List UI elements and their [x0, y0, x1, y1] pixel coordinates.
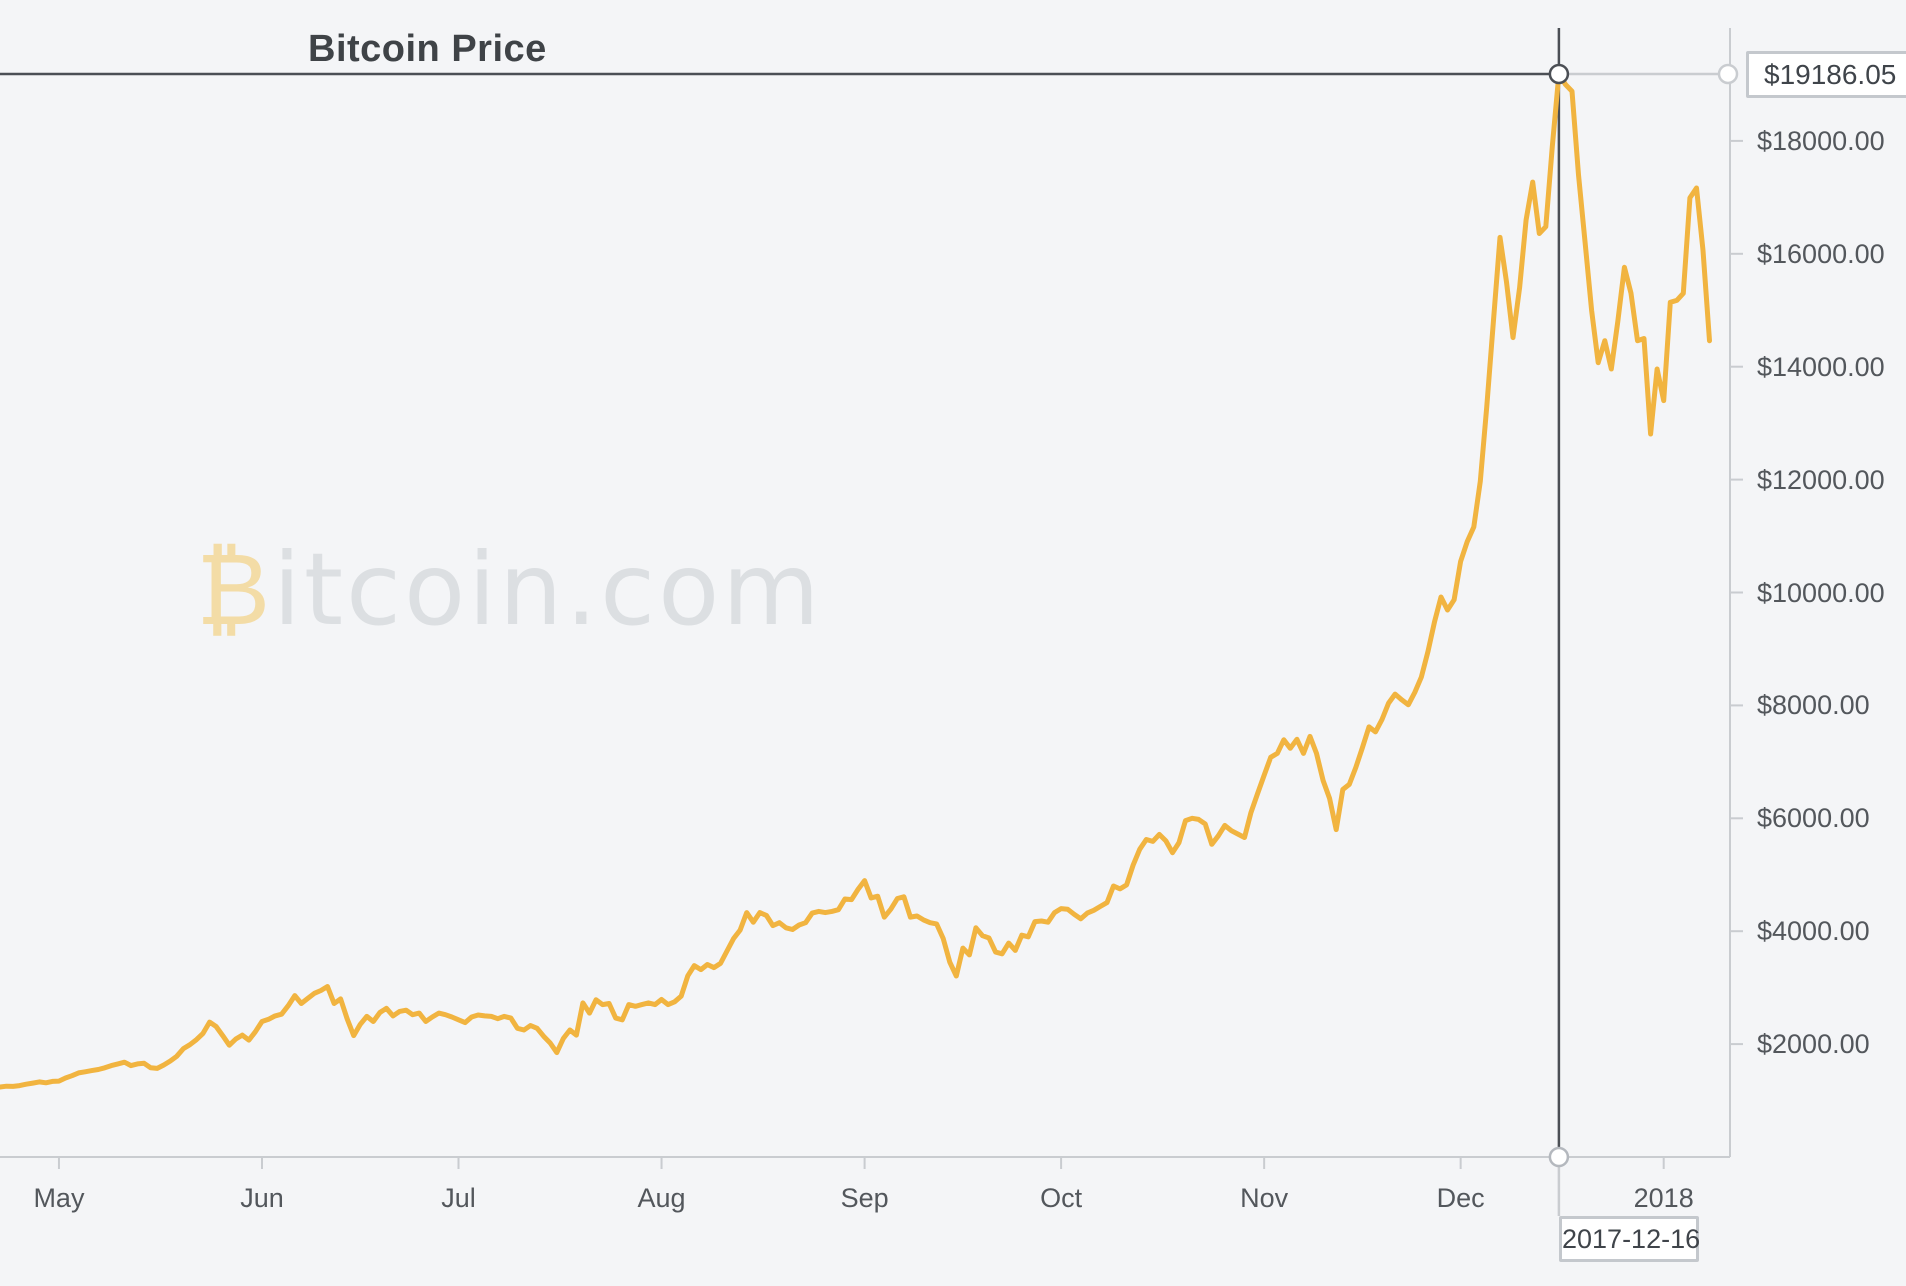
- y-axis-tick-label: $8000.00: [1757, 690, 1870, 721]
- x-axis-tick-label: Aug: [637, 1183, 686, 1213]
- x-axis-tick-label: Nov: [1240, 1183, 1289, 1213]
- x-axis-tick-label: Sep: [840, 1183, 889, 1213]
- y-axis-tick-label: $14000.00: [1757, 351, 1885, 382]
- price-tooltip: $19186.05: [1746, 51, 1906, 98]
- highlighted-data-point-marker: [1548, 63, 1570, 85]
- y-axis-tick-label: $4000.00: [1757, 916, 1870, 947]
- y-axis-tick-label: $16000.00: [1757, 238, 1885, 269]
- y-axis-tick-label: $6000.00: [1757, 803, 1870, 834]
- x-axis-tick-label: Jun: [240, 1183, 284, 1213]
- value-axis-marker: [1717, 63, 1739, 85]
- x-axis-tick-label: May: [33, 1183, 85, 1213]
- y-axis-tick-label: $12000.00: [1757, 464, 1885, 495]
- chart-title: Bitcoin Price: [308, 28, 547, 70]
- x-axis-tick-label: Oct: [1040, 1183, 1083, 1213]
- y-axis-tick-label: $10000.00: [1757, 577, 1885, 608]
- bitcoin-symbol-icon: ₿: [196, 531, 274, 648]
- x-axis-tick-label: Jul: [441, 1183, 476, 1213]
- watermark-text: itcoin.com: [273, 531, 823, 648]
- price-line: [0, 71, 1712, 1090]
- bitcoin-com-watermark: ₿itcoin.com: [196, 540, 823, 640]
- x-axis-tick-label: Dec: [1436, 1183, 1485, 1213]
- x-axis-tick-label: 2018: [1633, 1183, 1694, 1213]
- date-axis-marker: [1548, 1146, 1570, 1168]
- date-tooltip: 2017-12-16: [1559, 1216, 1700, 1262]
- y-axis-tick-label: $18000.00: [1757, 125, 1885, 156]
- y-axis-tick-label: $2000.00: [1757, 1029, 1870, 1060]
